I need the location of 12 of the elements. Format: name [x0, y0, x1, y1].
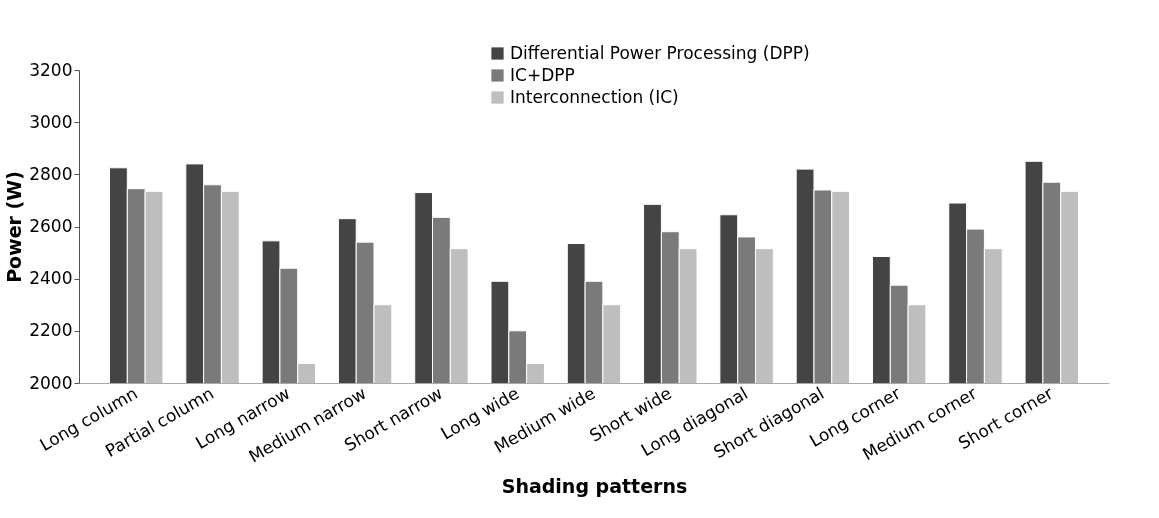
legend-label: Interconnection (IC)	[510, 86, 679, 107]
y-tick-label: 2400	[29, 268, 73, 289]
legend-label: IC+DPP	[510, 64, 575, 85]
y-tick-label: 3200	[29, 59, 73, 80]
y-tick-label: 2600	[29, 216, 73, 236]
y-axis-title: Power (W)	[3, 171, 26, 283]
y-tick-label: 3000	[29, 111, 73, 132]
y-tick-label: 2800	[29, 163, 73, 184]
x-axis-title: Shading patterns	[501, 474, 688, 497]
y-tick-label: 2000	[29, 372, 73, 393]
legend-label: Differential Power Processing (DPP)	[510, 42, 810, 63]
y-tick-label: 2200	[29, 320, 73, 341]
